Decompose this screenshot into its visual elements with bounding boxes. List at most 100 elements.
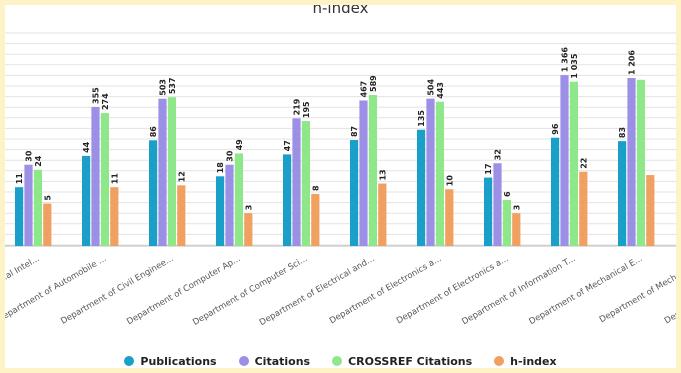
bar-publications [82,155,91,246]
data-label: 274 [101,93,110,110]
data-label: 86 [149,126,158,138]
data-label: 83 [618,127,627,138]
data-label: 87 [350,126,359,137]
category-label: Department of Science and ... [663,254,676,326]
data-label: 589 [369,75,378,92]
category-label: Department of Electronics a... [395,254,510,326]
bar-citations [627,78,636,246]
bar-citations [359,100,368,246]
legend-marker-icon [332,356,343,366]
bar-h-index [43,203,52,246]
data-label: 32 [494,149,503,160]
bar-publications [149,140,158,246]
bar-citations [225,164,234,246]
bar-h-index [378,183,387,246]
bar-publications [283,154,292,246]
bar-crossref-citations [167,97,176,246]
chart-frame: h-index 11 30 24 5 ...al Intel... 44 355 274 11 D… [5,5,676,368]
bar-h-index [177,185,186,246]
data-label: 3 [512,205,521,211]
bar-h-index [646,175,655,246]
data-label: 6 [503,191,512,197]
category-label: Department of Electronics a... [328,254,443,326]
legend-marker-icon [238,356,249,366]
data-label: 8 [311,185,320,191]
legend-item[interactable]: Publications [124,354,217,368]
bar-h-index [579,171,588,246]
chart-title: h-index [312,5,369,17]
legend-item[interactable]: h-index [494,354,557,368]
legend-marker-icon [494,356,505,366]
data-label: 195 [302,101,311,118]
category-label: Department of Mechanical E... [528,254,645,327]
data-label: 11 [15,173,24,185]
bar-h-index [244,213,253,246]
data-label: 12 [177,171,186,182]
bar-citations [24,164,33,246]
category-label: Department of Information T... [460,254,577,327]
bar-citations [91,106,100,246]
bar-citations [426,98,435,246]
data-label: 504 [427,79,436,96]
data-label: 1 206 [628,50,637,75]
category-label: Department of Computer Ap... [125,254,242,327]
chart-legend: Publications Citations CROSSREF Citations h… [5,353,676,368]
data-label: 49 [235,139,244,151]
data-label: 30 [25,150,34,162]
bar-h-index [110,187,119,246]
bar-h-index [311,193,320,246]
bar-crossref-citations [234,153,243,246]
bar-h-index [512,213,521,246]
bar-crossref-citations [502,199,511,246]
category-label: Department of Civil Enginee... [59,254,175,327]
data-label: 47 [283,140,292,151]
legend-item[interactable]: Citations [238,354,311,368]
data-label: 30 [226,150,235,162]
category-label: Department of Computer Sci... [191,254,309,328]
bar-crossref-citations [368,94,377,247]
data-label: 24 [34,155,43,167]
data-label: 5 [43,195,52,201]
bar-crossref-citations [435,101,444,247]
bar-crossref-citations [100,113,109,246]
data-label: 96 [551,123,560,135]
legend-label: Citations [254,354,311,368]
data-label: 537 [168,77,177,94]
data-label: 467 [360,81,369,98]
bar-publications [350,140,359,246]
legend-label: Publications [140,354,217,368]
data-label: 44 [82,141,91,153]
data-label: 10 [445,175,454,187]
bar-publications [618,141,627,246]
bar-citations [158,98,167,247]
legend-label: h-index [510,354,557,368]
legend-marker-icon [124,356,135,366]
data-label: 13 [378,169,387,180]
data-label: 11 [110,173,119,185]
bar-h-index [445,189,454,246]
bar-crossref-citations [301,121,310,246]
legend-item[interactable]: CROSSREF Citations [332,355,472,368]
bar-publications [484,177,493,246]
category-label: Department of Electrical and... [258,254,376,328]
data-label: 22 [579,158,588,169]
bar-crossref-citations [33,169,42,246]
bar-citations [560,75,569,246]
category-label: ...al Intel... [5,254,41,285]
legend-label: CROSSREF Citations [348,354,473,368]
bar-crossref-citations [569,81,578,246]
data-label: 18 [216,162,225,174]
bar-citations [493,163,502,246]
bar-citations [292,118,301,246]
bar-crossref-citations [636,79,645,246]
bar-publications [15,187,24,246]
data-label: 219 [293,98,302,115]
data-label: 1 035 [570,53,579,78]
data-label: 355 [92,87,101,104]
data-label: 17 [484,163,493,174]
data-label: 443 [436,82,445,99]
data-label: 503 [159,79,168,96]
data-label: 135 [417,110,426,127]
bar-publications [551,137,560,246]
